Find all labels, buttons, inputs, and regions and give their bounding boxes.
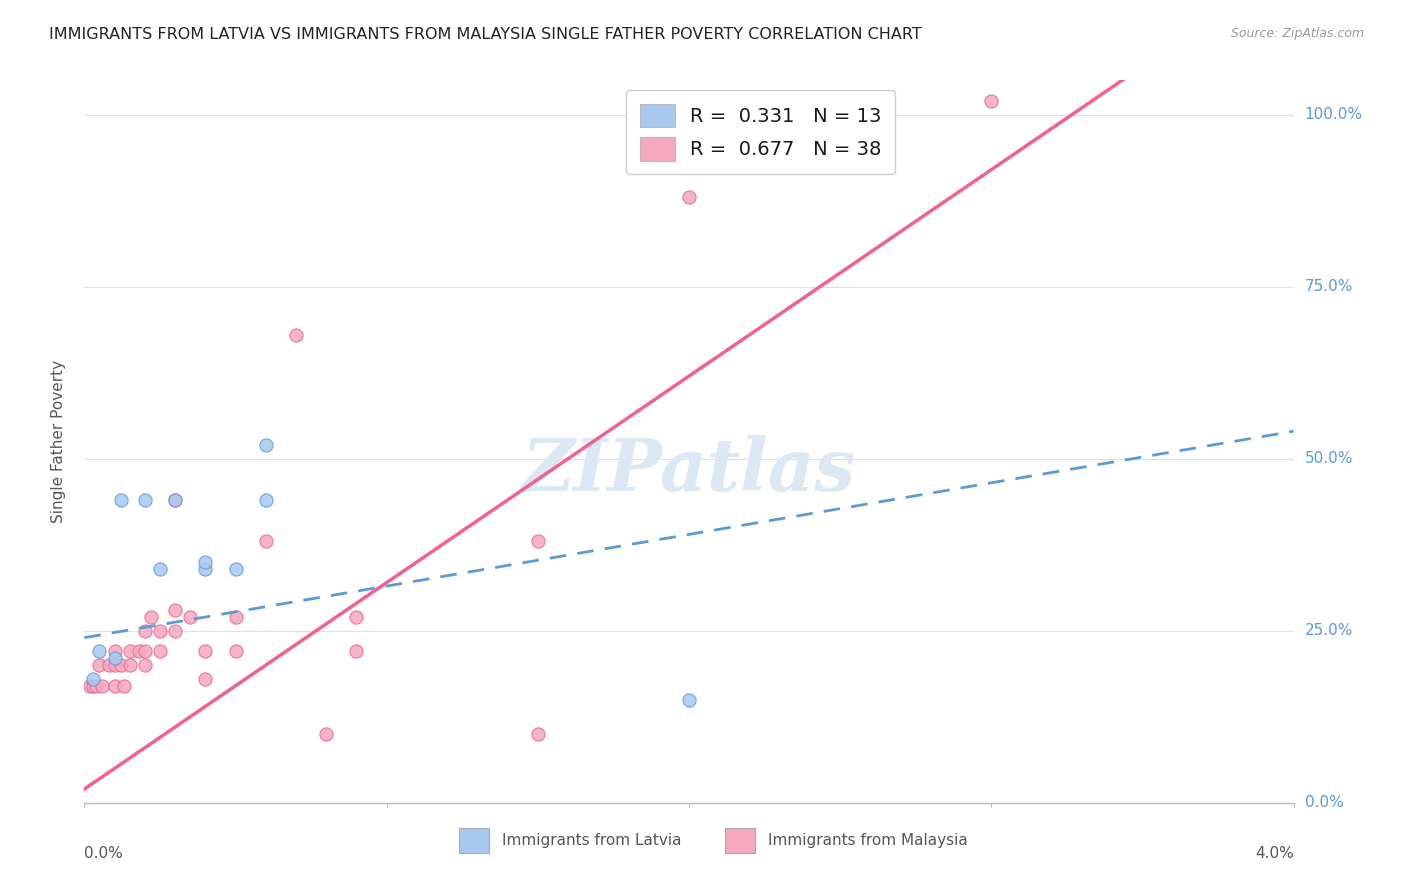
Text: Immigrants from Malaysia: Immigrants from Malaysia [768,833,967,848]
Point [194,562,217,576]
Point [139,610,162,624]
Text: Immigrants from Latvia: Immigrants from Latvia [502,833,681,848]
Text: IMMIGRANTS FROM LATVIA VS IMMIGRANTS FROM MALAYSIA SINGLE FATHER POVERTY CORRELA: IMMIGRANTS FROM LATVIA VS IMMIGRANTS FRO… [49,27,922,42]
Point [346,610,368,624]
Point [165,493,187,508]
Point [112,679,135,693]
Point [118,644,141,658]
Point [128,644,150,658]
Text: 100.0%: 100.0% [1305,107,1362,122]
Point [830,94,852,108]
Point [89,644,111,658]
Point [104,651,127,665]
Point [134,624,156,638]
Point [194,672,217,686]
Point [254,493,277,508]
Point [527,534,550,549]
Point [118,658,141,673]
Point [149,644,172,658]
Point [89,658,111,673]
Point [82,679,104,693]
Text: 0.0%: 0.0% [84,847,124,861]
Text: 50.0%: 50.0% [1305,451,1353,467]
Point [346,644,368,658]
Point [165,624,187,638]
Bar [460,828,489,854]
Point [104,658,127,673]
Text: 4.0%: 4.0% [1254,847,1294,861]
Point [149,562,172,576]
Point [254,534,277,549]
Text: 75.0%: 75.0% [1305,279,1353,294]
Point [678,190,700,204]
Point [110,493,132,508]
Point [225,610,247,624]
Point [194,555,217,569]
Point [104,679,127,693]
Legend: R =  0.331   N = 13, R =  0.677   N = 38: R = 0.331 N = 13, R = 0.677 N = 38 [626,90,896,175]
Point [165,603,187,617]
Point [134,493,156,508]
Point [86,679,108,693]
Point [149,624,172,638]
Point [678,692,700,706]
Y-axis label: Single Father Poverty: Single Father Poverty [51,360,66,523]
Point [980,94,1002,108]
Point [285,327,308,342]
Point [79,679,101,693]
Point [194,644,217,658]
Bar [725,828,755,854]
Point [97,658,120,673]
Point [82,672,104,686]
Point [104,644,127,658]
Point [225,644,247,658]
Point [91,679,114,693]
Point [134,644,156,658]
Point [254,438,277,452]
Text: ZIPatlas: ZIPatlas [522,435,856,506]
Point [527,727,550,741]
Point [165,493,187,508]
Text: 25.0%: 25.0% [1305,624,1353,639]
Text: 0.0%: 0.0% [1305,796,1343,810]
Point [134,658,156,673]
Point [179,610,201,624]
Text: Source: ZipAtlas.com: Source: ZipAtlas.com [1230,27,1364,40]
Point [315,727,337,741]
Point [225,562,247,576]
Point [110,658,132,673]
